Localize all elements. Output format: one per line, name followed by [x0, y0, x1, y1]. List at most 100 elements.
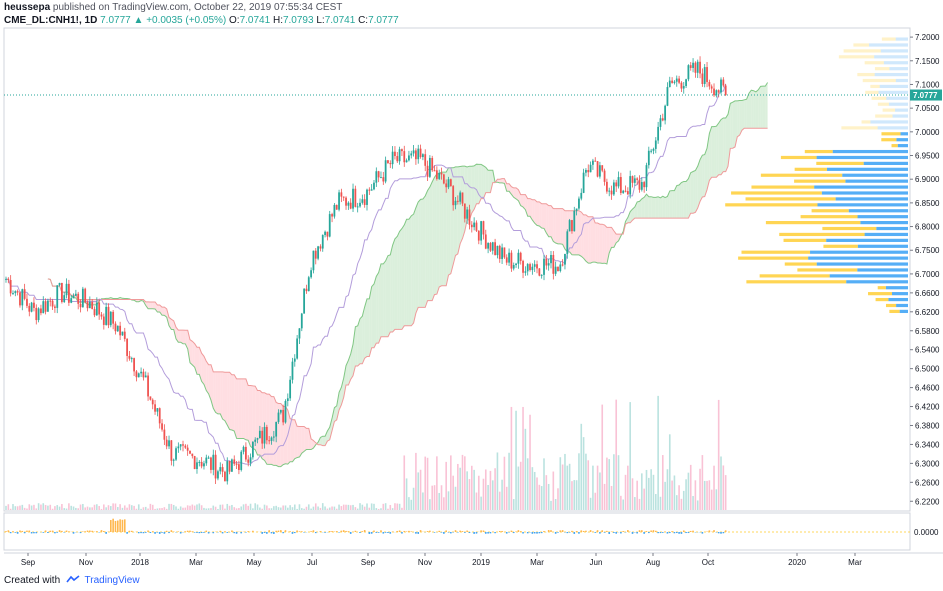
candle-body	[16, 291, 19, 293]
candle-body	[63, 295, 66, 303]
candle-body	[58, 282, 61, 286]
cloud-segment	[723, 118, 726, 172]
oscillator-bar	[668, 532, 671, 534]
cloud-segment	[583, 214, 586, 262]
author-name[interactable]: heussepa	[4, 2, 51, 13]
volume-bar	[692, 496, 694, 510]
oscillator-bar	[519, 531, 522, 532]
volume-bar	[226, 503, 229, 510]
candle-body	[428, 157, 431, 177]
oscillator-bar	[7, 530, 10, 532]
volume-bar	[459, 467, 461, 510]
cloud-segment	[502, 178, 505, 184]
volume-bar	[189, 505, 191, 510]
oscillator-bar	[603, 532, 606, 533]
volume-bar	[37, 503, 40, 510]
candle-body	[207, 457, 210, 459]
candle-body	[449, 179, 452, 187]
oscillator-bar	[396, 530, 399, 532]
oscillator-bar	[205, 530, 208, 532]
volume-bar	[328, 507, 331, 510]
candle-body	[251, 441, 254, 458]
oscillator-bar	[149, 532, 152, 533]
cloud-segment	[697, 159, 701, 209]
oscillator-bar	[247, 531, 250, 532]
candle-body	[26, 298, 28, 306]
oscillator-bar	[608, 532, 611, 534]
oscillator-bar	[68, 531, 70, 532]
cloud-segment	[266, 394, 270, 465]
time-axis[interactable]: Sep Nov 2018 Mar May Jul Sep Nov 2019 Mar Jun Aug Oc…	[21, 553, 862, 567]
volume-bar	[289, 505, 291, 510]
volume-bar	[63, 508, 66, 510]
volume-profile-up-bar	[878, 90, 908, 94]
volume-bar	[170, 503, 173, 510]
cloud-segment	[506, 183, 510, 192]
cloud-segment	[737, 100, 740, 137]
volume-profile-down-bar	[725, 203, 818, 207]
volume-bar	[678, 485, 680, 510]
candle-body	[49, 300, 52, 302]
time-tick-label: Nov	[418, 558, 432, 567]
candle-body	[650, 150, 653, 152]
candle-body	[135, 371, 138, 378]
candle-body	[130, 358, 133, 360]
volume-bar	[158, 508, 161, 510]
volume-bar	[419, 469, 422, 510]
oscillator-bar	[645, 531, 648, 532]
oscillator-bar	[661, 532, 664, 533]
volume-profile-up-bar	[892, 292, 908, 296]
oscillator-bar	[33, 532, 35, 534]
volume-profile-down-bar	[874, 67, 890, 71]
volume-bar	[303, 508, 305, 510]
oscillator-bar	[398, 530, 401, 532]
cloud-segment	[248, 385, 251, 447]
oscillator-bar	[498, 530, 501, 532]
cloud-segment	[257, 390, 260, 455]
price-chart[interactable]: 7.2000 7.1500 7.1000 7.0500 7.0000 6.9500 6.90…	[0, 22, 943, 578]
volume-bar	[587, 460, 590, 510]
oscillator-bar	[363, 530, 366, 532]
cloud-segment	[213, 371, 216, 413]
oscillator-bar	[426, 531, 429, 532]
candle-body	[363, 199, 366, 205]
oscillator-bar	[657, 532, 659, 534]
oscillator-bar	[105, 532, 107, 534]
oscillator-bar	[417, 532, 420, 534]
volume-bar	[401, 507, 403, 510]
volume-bar	[596, 465, 599, 510]
volume-bar	[214, 506, 217, 510]
volume-profile-down-bar	[889, 309, 900, 314]
candle-body	[258, 430, 261, 439]
volume-bar	[599, 472, 601, 510]
oscillator-bar	[655, 530, 657, 532]
volume-bar	[617, 455, 620, 510]
time-tick-label: Jul	[307, 558, 317, 567]
candle-body	[468, 209, 471, 225]
volume-profile-down-bar	[891, 144, 898, 148]
oscillator-bar	[559, 530, 562, 532]
volume-bar	[324, 506, 326, 510]
candle-body	[221, 467, 224, 472]
cloud-segment	[485, 167, 489, 193]
candle-body	[575, 208, 578, 211]
symbol-label[interactable]: CME_DL:CNH1!, 1D	[4, 15, 98, 26]
candle-body	[377, 171, 380, 178]
price-axis[interactable]: 7.2000 7.1500 7.1000 7.0500 7.0000 6.9500 6.90…	[910, 33, 940, 506]
cloud-segment	[294, 419, 298, 459]
cloud-segment	[734, 100, 738, 147]
volume-profile-down-bar	[843, 49, 881, 53]
volume-bar	[675, 495, 678, 510]
candle-body	[720, 79, 722, 93]
price-tick-label: 6.2200	[915, 497, 940, 506]
volume-bar	[86, 506, 89, 510]
oscillator-bar	[461, 531, 464, 532]
candle-body	[368, 189, 371, 191]
volume-bar	[715, 489, 718, 510]
open-value: 7.0741	[239, 15, 271, 26]
cloud-segment	[730, 102, 733, 149]
tradingview-brand-link[interactable]: TradingView	[84, 575, 140, 586]
volume-profile-down-bar	[881, 138, 897, 142]
cloud-segment	[585, 214, 589, 264]
candle-body	[186, 447, 189, 451]
